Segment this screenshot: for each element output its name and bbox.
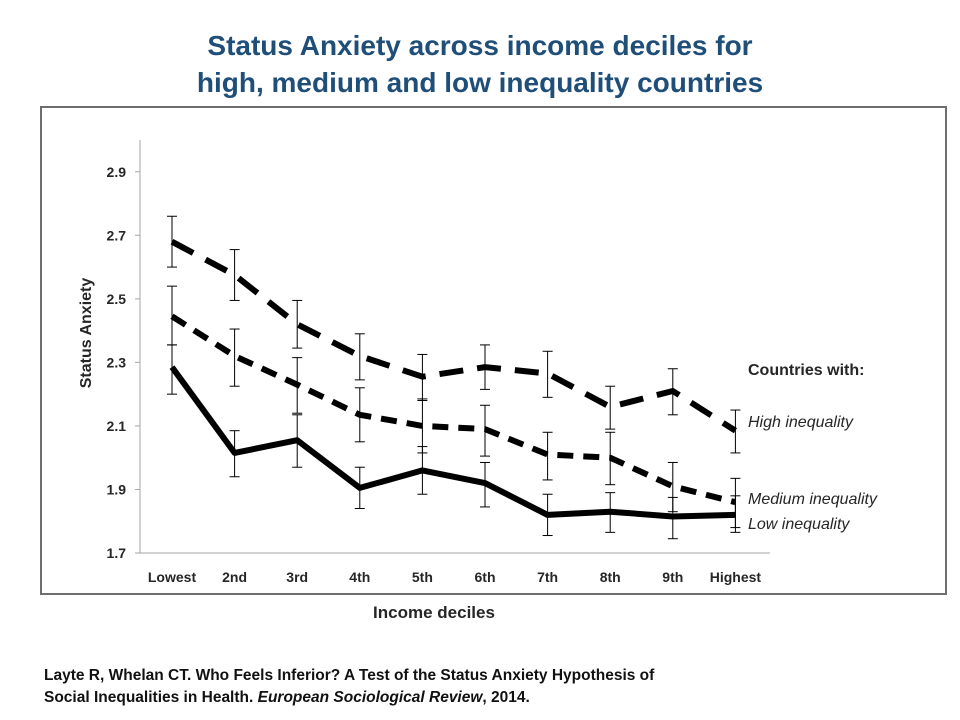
x-tick-label: 6th	[475, 569, 496, 585]
x-axis-label: Income deciles	[373, 603, 495, 622]
chart-axes	[135, 140, 770, 554]
y-tick-label: 1.7	[107, 545, 127, 561]
legend-label: High inequality	[748, 414, 854, 431]
error-bars	[167, 215, 741, 540]
x-tick-label: 5th	[412, 569, 433, 585]
x-tick-label: Lowest	[148, 569, 197, 585]
x-tick-label: 9th	[662, 569, 683, 585]
legend-title: Countries with:	[748, 362, 864, 379]
citation-text: Social Inequalities in Health.	[44, 689, 258, 706]
chart-frame	[40, 106, 947, 595]
citation-line-1: Layte R, Whelan CT. Who Feels Inferior? …	[44, 667, 655, 684]
legend-label: Low inequality	[748, 516, 850, 533]
x-tick-label: Highest	[710, 569, 762, 585]
x-tick-label: 8th	[600, 569, 621, 585]
series-line-low-inequality	[169, 365, 736, 520]
y-tick-label: 2.1	[107, 418, 127, 434]
citation-year: , 2014.	[482, 689, 530, 706]
tick-labels: 1.7 1.9 2.1 2.3 2.5 2.7 2.9 Lowest 2nd 3rd 4th 5th 6…	[78, 164, 761, 585]
chart-title-line-1: Status Anxiety across income deciles for	[207, 30, 753, 61]
x-tick-label: 3rd	[286, 569, 308, 585]
series-line-medium-inequality	[170, 313, 737, 506]
x-tick-label: 7th	[537, 569, 558, 585]
legend: Countries with: High inequality Medium ine…	[748, 362, 878, 533]
y-tick-label: 2.3	[107, 354, 127, 370]
citation-line-2: Social Inequalities in Health. European …	[44, 687, 944, 709]
y-tick-label: 2.5	[107, 291, 127, 307]
y-tick-label: 2.9	[107, 164, 127, 180]
series-lines	[169, 239, 738, 520]
y-tick-label: 2.7	[107, 227, 127, 243]
y-tick-label: 1.9	[107, 481, 127, 497]
x-tick-label: 4th	[349, 569, 370, 585]
citation: Layte R, Whelan CT. Who Feels Inferior? …	[44, 665, 944, 709]
chart-title-line-2: high, medium and low inequality countrie…	[196, 67, 764, 98]
series-line-high-inequality	[170, 239, 738, 434]
citation-journal: European Sociological Review	[257, 689, 483, 706]
y-axis-label: Status Anxiety	[78, 278, 95, 389]
x-tick-label: 2nd	[222, 569, 247, 585]
legend-label: Medium inequality	[748, 491, 878, 508]
